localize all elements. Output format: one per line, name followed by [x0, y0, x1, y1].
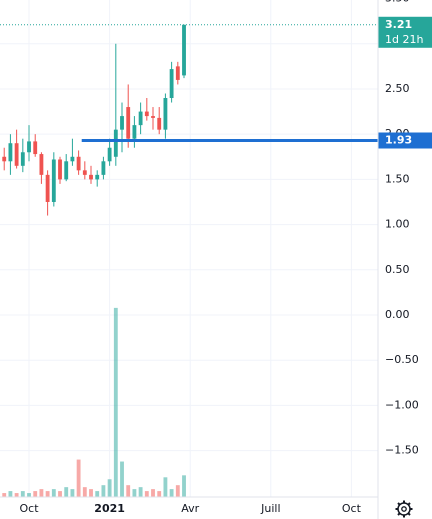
volume-bar: [169, 489, 174, 497]
x-tick-label: Juill: [260, 502, 280, 515]
candle-body: [76, 156, 81, 171]
candle-body: [101, 161, 106, 175]
volume-bar: [51, 489, 56, 497]
candle-body: [120, 116, 124, 130]
volume-bar: [33, 491, 38, 497]
candle-body: [33, 141, 38, 155]
candle-body: [169, 69, 174, 99]
candle-body: [70, 156, 75, 162]
volume-bar: [89, 489, 93, 497]
volume-bar: [138, 487, 143, 497]
candle-body: [95, 174, 100, 180]
volume-bar: [76, 459, 81, 497]
x-tick-label: 2021: [94, 502, 125, 515]
candle-body: [20, 152, 25, 166]
volume-bar: [113, 307, 118, 497]
volume-bar: [58, 491, 62, 497]
candle-body: [51, 159, 56, 202]
candle-body: [14, 143, 19, 166]
y-tick-label: −0.50: [385, 353, 419, 366]
volume-bar: [101, 485, 106, 497]
x-tick-label: Oct: [342, 502, 362, 515]
y-tick-label: 3.50: [385, 0, 410, 5]
volume-bar: [163, 477, 168, 497]
volume-bar: [120, 461, 124, 497]
overlay: 3.21 1d 21h 1.93: [0, 16, 432, 149]
volume-bar: [151, 489, 155, 497]
candle-body: [2, 156, 7, 162]
countdown-label: 1d 21h: [385, 33, 423, 46]
last-price-box: [378, 16, 432, 48]
volume-bar: [182, 475, 186, 497]
x-tick-label: Avr: [181, 502, 199, 515]
candle-body: [58, 159, 62, 180]
volume-bar: [157, 491, 162, 497]
volume-bar: [45, 491, 50, 497]
candle-body: [138, 111, 143, 126]
volume-layer: [2, 307, 186, 497]
y-tick-label: −1.00: [385, 398, 419, 411]
y-tick-label: 0.00: [385, 308, 410, 321]
volume-bar: [82, 487, 87, 497]
candle-body: [107, 147, 112, 162]
y-tick-label: 1.00: [385, 218, 410, 231]
volume-bar: [132, 489, 137, 497]
candle-body: [113, 129, 118, 157]
volume-bar: [14, 493, 19, 497]
volume-bar: [107, 479, 112, 497]
candle-body: [89, 174, 93, 180]
y-tick-label: −1.50: [385, 444, 419, 457]
volume-bar: [70, 489, 75, 497]
candle-body: [64, 161, 69, 180]
volume-bar: [27, 493, 31, 497]
volume-bar: [144, 491, 149, 497]
candle-body: [8, 143, 13, 162]
volume-bar: [95, 491, 100, 497]
candle-body: [175, 66, 180, 80]
settings-icon[interactable]: [392, 499, 416, 519]
candle-layer: [2, 24, 186, 216]
volume-bar: [2, 493, 7, 497]
grid: 3.503.002.502.001.501.000.500.00−0.50−1.…: [0, 0, 419, 515]
candle-body: [45, 174, 50, 202]
candle-body: [27, 141, 31, 153]
volume-bar: [126, 485, 131, 497]
candle-body: [132, 125, 137, 139]
volume-bar: [39, 489, 44, 497]
volume-bar: [20, 491, 25, 497]
candle-body: [151, 116, 155, 118]
candle-body: [157, 117, 162, 130]
volume-bar: [64, 487, 69, 497]
volume-bar: [175, 485, 180, 497]
hline-label: 1.93: [385, 134, 412, 147]
y-tick-label: 0.50: [385, 263, 410, 276]
candle-body: [126, 107, 131, 139]
last-price-label: 3.21: [385, 18, 412, 31]
candle-body: [144, 111, 149, 117]
x-tick-label: Oct: [19, 502, 39, 515]
candle-body: [182, 24, 186, 76]
candle-body: [82, 170, 87, 175]
volume-bar: [8, 491, 13, 497]
y-tick-label: 2.50: [385, 82, 410, 95]
candle-body: [163, 98, 168, 130]
y-tick-label: 1.50: [385, 172, 410, 185]
candle-body: [39, 154, 44, 175]
hline-box: [378, 132, 432, 149]
